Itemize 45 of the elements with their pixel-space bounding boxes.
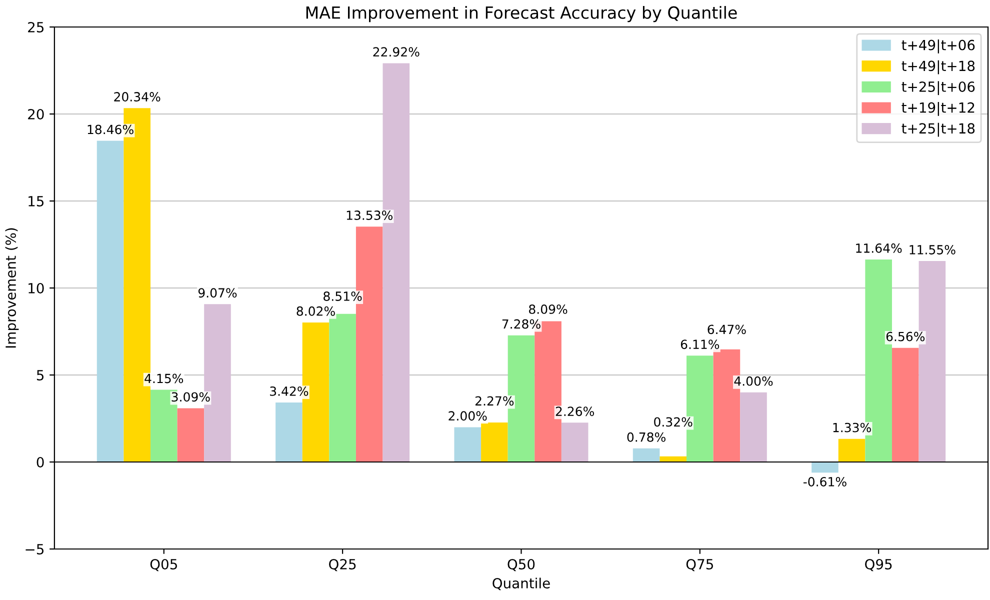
data-label: 8.09% [529, 304, 568, 314]
y-axis-title: Improvement (%) [5, 228, 19, 348]
data-label: 6.56% [886, 332, 925, 342]
data-label: 11.55% [910, 244, 956, 254]
data-label: 6.47% [708, 324, 746, 334]
legend-label: t+49|t+06 [902, 40, 975, 54]
data-label: 2.27% [475, 396, 514, 406]
data-label: 0.32% [654, 417, 692, 427]
legend-label: t+49|t+18 [902, 60, 975, 74]
y-tick-label: 20 [28, 108, 44, 120]
x-axis-title: Quantile [492, 578, 550, 590]
data-label: 0.78% [627, 432, 666, 442]
x-tick-label: Q25 [329, 558, 356, 572]
data-label: 7.28% [502, 319, 540, 329]
data-label: 2.26% [556, 406, 594, 416]
data-label: 4.15% [144, 374, 184, 384]
data-label: 4.00% [734, 376, 773, 386]
chart-title: MAE Improvement in Forecast Accuracy by Quantile [306, 6, 737, 22]
data-label: 11.64% [856, 243, 902, 253]
data-label: 8.51% [324, 292, 362, 301]
data-label: 9.07% [198, 288, 237, 298]
y-tick-label: 5 [36, 370, 44, 380]
legend-label: t+19|t+12 [902, 102, 974, 116]
x-tick-label: Q75 [686, 558, 713, 572]
x-tick-label: Q95 [865, 558, 892, 572]
y-tick-label: 25 [28, 22, 44, 32]
data-label: 3.09% [172, 392, 210, 402]
data-label: 20.34% [114, 92, 160, 102]
y-tick-label: 0 [36, 456, 44, 468]
y-tick-label: 10 [28, 282, 44, 294]
y-tick-label: 15 [28, 196, 44, 206]
data-label: 1.33% [833, 422, 871, 432]
legend-label: t+25|t+06 [902, 81, 975, 96]
data-label: 8.02% [296, 306, 335, 316]
data-label: 18.46% [88, 124, 134, 134]
x-tick-label: Q05 [150, 558, 177, 572]
data-label: 3.42% [270, 386, 308, 396]
legend-label: t+25|t+18 [902, 122, 975, 137]
data-label: 6.11% [680, 340, 720, 350]
data-label: 2.00% [448, 411, 487, 421]
data-label: -0.61% [803, 477, 846, 486]
data-label: 13.53% [346, 210, 393, 220]
data-label: 22.92% [373, 47, 420, 57]
y-tick-label: −5 [26, 544, 44, 554]
x-tick-label: Q50 [508, 558, 535, 572]
